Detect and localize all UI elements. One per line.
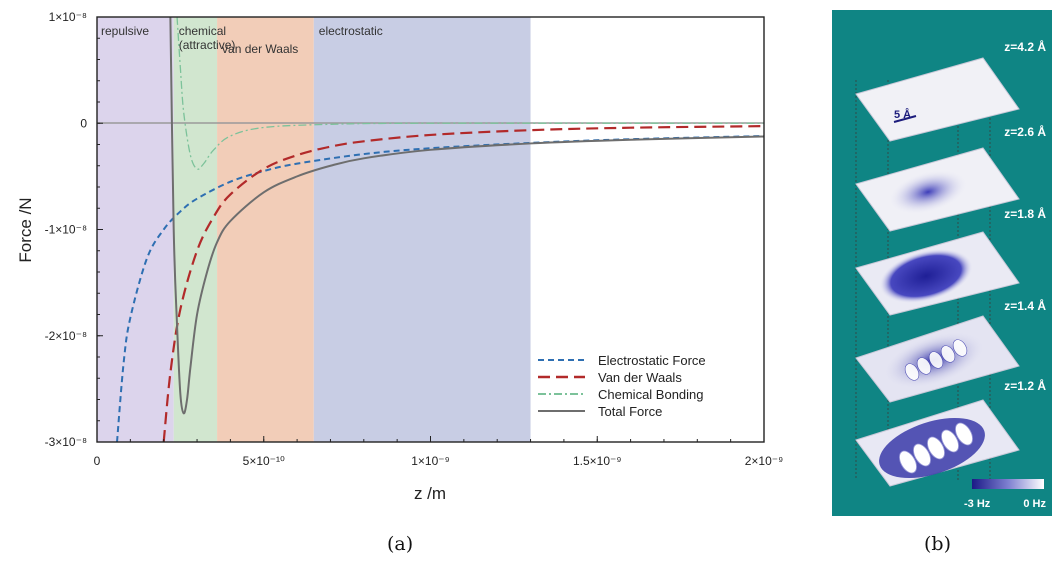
caption-b: (b) [924,533,951,555]
x-tick-label-2: 1×10⁻⁹ [411,454,450,468]
height-label-5: z=1.2 Å [1004,378,1046,393]
force-curves [116,17,764,442]
series-line-3 [169,17,764,415]
x-tick-label-4: 2×10⁻⁹ [745,454,784,468]
y-tick-label-2: -1×10⁻⁸ [45,223,87,237]
region-labels: repulsive chemical (attractive)van der Waa… [101,24,383,56]
x-axis-ticks: 0 5×10⁻¹⁰ 1×10⁻⁹ 1.5×10⁻⁹ 2×10⁻⁹ [94,436,784,468]
scale-bar-label: 5 Å [894,108,911,121]
surface-z18 [855,231,1020,316]
surface-z42: 5 Å [855,57,1020,142]
height-label-2: z=2.6 Å [1004,124,1046,139]
region-label-2: van der Waals [222,42,298,56]
x-tick-label-1: 5×10⁻¹⁰ [243,454,285,468]
y-axis-ticks: 1×10⁻⁸ 0 -1×10⁻⁸ -2×10⁻⁸ -3×10⁻⁸ [45,10,103,449]
force-distance-chart: repulsive chemical (attractive)van der Waa… [16,10,784,503]
x-tick-label-0: 0 [94,454,101,468]
y-tick-label-3: -2×10⁻⁸ [45,329,87,343]
height-label-1: z=4.2 Å [1004,39,1046,54]
colorbar-max-label: 0 Hz [1023,498,1046,510]
legend-label-0: Electrostatic Force [598,353,706,368]
scale-bar [893,115,917,123]
region-label-1: chemical (attractive) [179,24,236,52]
y-tick-label-4: -3×10⁻⁸ [45,435,87,449]
afm-panel: 5 Å [832,10,1052,516]
x-tick-label-3: 1.5×10⁻⁹ [573,454,622,468]
region-label-0: repulsive [101,24,149,38]
legend-label-3: Total Force [598,404,662,419]
legend-label-2: Chemical Bonding [598,387,704,402]
y-tick-label-1: 0 [80,116,87,130]
surface-z14 [855,315,1020,403]
chart-legend: Electrostatic Force Van der Waals Chemical… [538,353,706,419]
series-line-2 [176,17,764,170]
y-tick-label-0: 1×10⁻⁸ [49,10,87,24]
force-regions [97,17,531,442]
region-label-3: electrostatic [319,24,383,38]
region-3 [313,17,531,442]
region-1 [173,17,218,442]
surface-z26 [855,147,1020,232]
height-label-4: z=1.4 Å [1004,298,1046,313]
afm-surfaces: 5 Å [855,39,1046,510]
surface-z12 [855,399,1020,487]
legend-label-1: Van der Waals [598,370,682,385]
height-label-3: z=1.8 Å [1004,206,1046,221]
caption-a: (a) [387,533,414,555]
colorbar [972,479,1044,489]
colorbar-min-label: -3 Hz [964,498,991,510]
y-axis-label: Force /N [16,197,35,262]
region-0 [97,17,174,442]
x-axis-label: z /m [414,484,446,503]
region-2 [217,17,314,442]
